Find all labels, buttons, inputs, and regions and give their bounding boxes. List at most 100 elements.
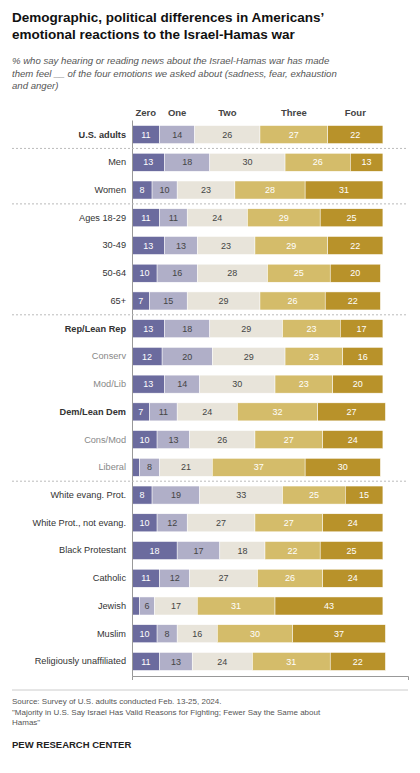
- data-label: 28: [265, 185, 275, 195]
- bar-segment: [157, 264, 197, 282]
- bar-segment: [132, 458, 140, 476]
- data-label: 16: [172, 268, 182, 278]
- bar-segment: [267, 264, 330, 282]
- bar-segment: [132, 514, 157, 532]
- y-tick-label: Liberal: [98, 462, 126, 472]
- data-label: 11: [141, 213, 150, 223]
- data-label: 20: [353, 379, 363, 389]
- data-label: 6: [145, 601, 150, 611]
- bar-segment: [275, 375, 333, 393]
- separators: [12, 148, 408, 481]
- bar-segment: [320, 209, 383, 227]
- data-label: 8: [147, 462, 152, 472]
- data-label: 23: [299, 379, 309, 389]
- data-label: 12: [170, 573, 180, 583]
- y-tick-label: 30-49: [103, 240, 127, 250]
- data-label: 10: [140, 518, 150, 528]
- data-label: 22: [288, 546, 298, 556]
- data-label: 32: [273, 407, 283, 417]
- separator: [12, 314, 408, 315]
- bar-segment: [157, 431, 190, 449]
- bar-segment: [343, 347, 383, 365]
- text-line: Demographic, political differences in Am…: [12, 10, 324, 25]
- text-line: Source: Survey of U.S. adults conducted …: [12, 697, 221, 706]
- data-label: 29: [241, 324, 251, 334]
- y-tick: 50-64: [103, 268, 133, 278]
- bar-segment: [132, 625, 157, 643]
- data-label: 11: [141, 130, 150, 140]
- bar-segment: [157, 625, 177, 643]
- data-label: 25: [347, 213, 357, 223]
- bar-segment: [257, 569, 322, 587]
- data-label: 27: [219, 573, 229, 583]
- bar-segment: [132, 153, 165, 171]
- data-label: 25: [294, 268, 304, 278]
- y-tick: Women: [95, 185, 133, 195]
- bar-segment: [187, 209, 247, 227]
- data-label: 33: [236, 490, 246, 500]
- data-label: 23: [201, 185, 211, 195]
- data-label: 27: [284, 435, 294, 445]
- bar-segment: [162, 347, 212, 365]
- series-labels: 2630232423282929293024262133271827171624: [171, 130, 254, 667]
- source: Source: Survey of U.S. adults conducted …: [12, 697, 321, 727]
- data-label: 13: [143, 157, 153, 167]
- bars: [132, 126, 385, 671]
- bar-segment: [132, 292, 150, 310]
- bar-segment: [212, 458, 305, 476]
- bar-segment: [160, 209, 188, 227]
- series: [132, 126, 177, 671]
- data-label: 17: [171, 601, 181, 611]
- bar-segment: [157, 514, 187, 532]
- data-label: 11: [169, 213, 178, 223]
- separator: [12, 481, 408, 482]
- bar-segment: [132, 236, 165, 254]
- y-tick: White evang. Prot.: [50, 490, 132, 500]
- y-tick: 65+: [110, 296, 132, 306]
- bar-segment: [320, 542, 383, 560]
- column-header: One: [168, 107, 186, 118]
- y-tick: Mod/Lib: [93, 379, 132, 389]
- y-tick-label: 65+: [110, 296, 126, 306]
- data-label: 10: [140, 435, 150, 445]
- chart: Demographic, political differences in Am…: [0, 0, 420, 773]
- bar-segment: [132, 375, 165, 393]
- series-labels: 2726282929252623232332273725272226313031: [231, 130, 323, 667]
- data-label: 11: [141, 573, 150, 583]
- bar-segment: [210, 320, 283, 338]
- bar-segment: [152, 181, 177, 199]
- data-label: 31: [339, 185, 349, 195]
- data-label: 7: [138, 407, 143, 417]
- bar-segment: [177, 542, 220, 560]
- data-label: 11: [141, 657, 150, 667]
- bar-segment: [323, 431, 383, 449]
- y-tick: Religiously unaffiliated: [35, 656, 132, 666]
- y-tick-label: Catholic: [93, 573, 127, 583]
- y-tick: U.S. adults: [79, 130, 132, 140]
- bar-segment: [235, 181, 305, 199]
- y-tick: Muslim: [97, 629, 132, 639]
- data-label: 27: [289, 130, 299, 140]
- data-label: 31: [286, 657, 296, 667]
- bar-segment: [132, 264, 157, 282]
- bar-segment: [255, 514, 323, 532]
- y-tick-label: Black Protestant: [59, 545, 126, 555]
- y-tick-label: Dem/Lean Dem: [60, 407, 126, 417]
- text-line: emotional reactions to the Israel-Hamas …: [12, 27, 296, 42]
- bar-segment: [190, 569, 258, 587]
- data-label: 18: [237, 546, 247, 556]
- series: [275, 126, 385, 671]
- y-tick: Rep/Lean Rep: [65, 324, 132, 334]
- bar-segment: [150, 292, 188, 310]
- data-label: 10: [160, 185, 170, 195]
- data-label: 11: [159, 407, 168, 417]
- text-line: "Majority in U.S. Say Israel Has Valid R…: [12, 708, 321, 717]
- bar-segment: [252, 652, 330, 670]
- bar-segment: [132, 597, 140, 615]
- data-label: 15: [163, 296, 173, 306]
- y-tick: Catholic: [93, 573, 132, 583]
- data-label: 29: [286, 241, 296, 251]
- bar-segment: [255, 431, 323, 449]
- y-tick-label: Conserv: [92, 351, 127, 361]
- bar-segment: [132, 181, 152, 199]
